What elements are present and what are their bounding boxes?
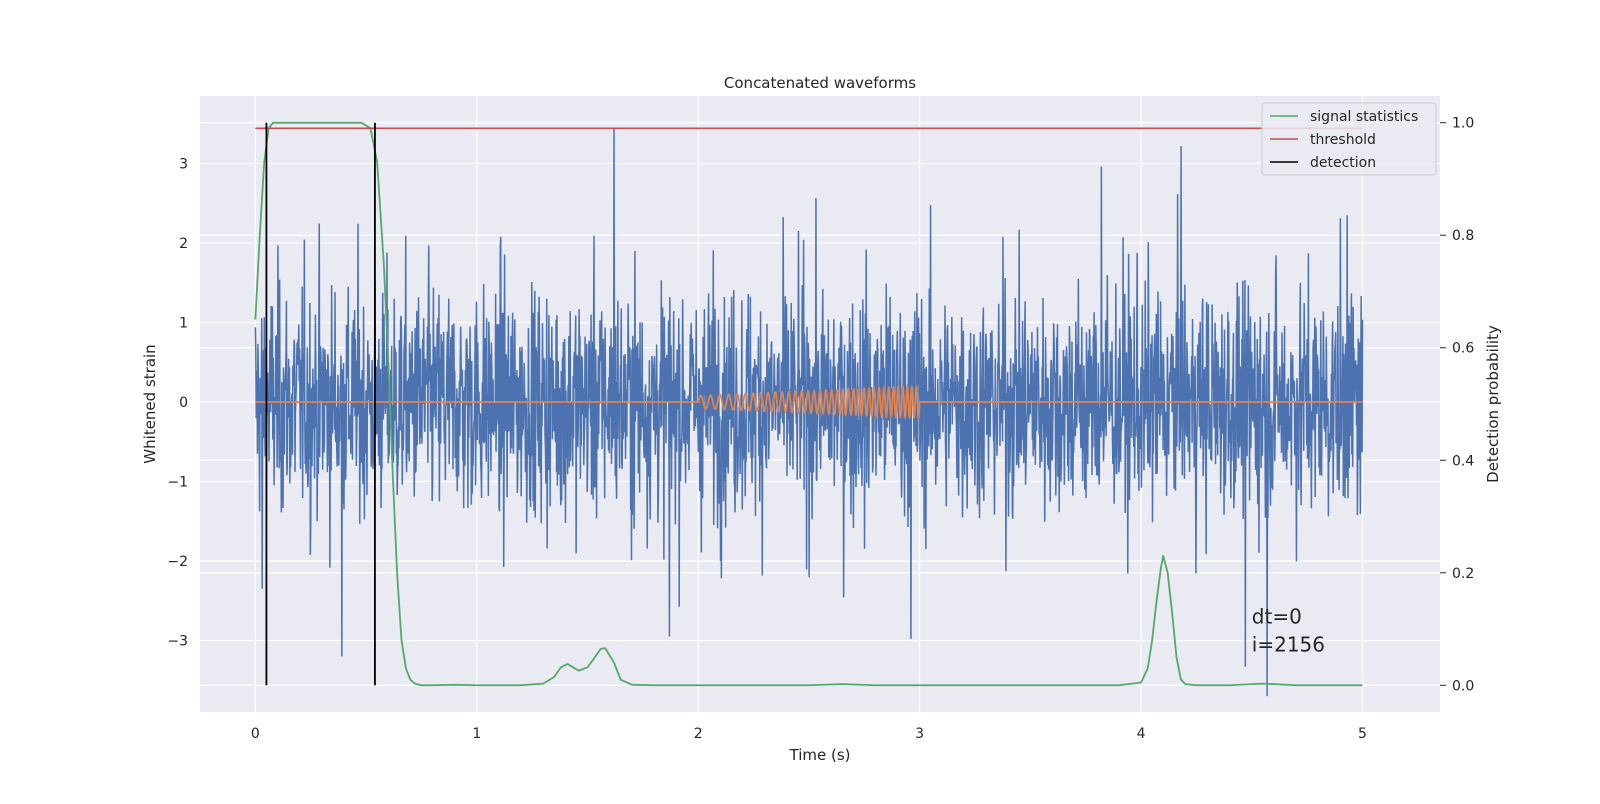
y-tick-label: −3 <box>167 633 188 649</box>
legend-label-threshold: threshold <box>1310 132 1376 148</box>
signal-statistics-line <box>254 121 1363 687</box>
legend: signal statistics threshold detection <box>1261 102 1437 176</box>
y-tick-label: 3 <box>179 157 188 173</box>
y2-tick-label: 0.0 <box>1452 678 1474 694</box>
y2-axis-label: Detection probability <box>1484 325 1502 483</box>
legend-label-detection: detection <box>1310 155 1376 171</box>
whitened-strain-series <box>254 127 1364 697</box>
y-axis-label: Whitened strain <box>141 344 159 463</box>
x-tick-label: 0 <box>251 726 260 742</box>
annotation-dt: dt=0 <box>1252 604 1302 628</box>
x-axis-label: Time (s) <box>789 746 851 764</box>
x-tick-label: 1 <box>472 726 481 742</box>
y2-tick-label: 0.6 <box>1452 341 1474 357</box>
legend-box <box>1261 102 1437 176</box>
y2-tick-label: 1.0 <box>1452 116 1474 132</box>
y-tick-label: 0 <box>179 395 188 411</box>
y-tick-label: −2 <box>167 554 188 570</box>
chart-title: Concatenated waveforms <box>724 74 916 92</box>
legend-label-signal-statistics: signal statistics <box>1310 109 1418 125</box>
x-tick-label: 4 <box>1137 726 1146 742</box>
x-tick-label: 5 <box>1358 726 1367 742</box>
y-tick-label: 2 <box>179 236 188 252</box>
y2-tick-label: 0.8 <box>1452 228 1474 244</box>
y-tick-label: 1 <box>179 316 188 332</box>
x-tick-label: 2 <box>694 726 703 742</box>
y-tick-label: −1 <box>167 474 188 490</box>
tick-labels: 0 1 2 3 4 5 −3 −2 −1 0 1 2 3 0.0 0.2 0.4 0.6 0.8 1.0 <box>167 116 1474 742</box>
template-waveform-series <box>255 383 1363 421</box>
series-layer <box>254 121 1364 697</box>
y2-tick-label: 0.4 <box>1452 453 1474 469</box>
y2-tick-label: 0.2 <box>1452 566 1474 582</box>
x-tick-label: 3 <box>915 726 924 742</box>
annotation-index: i=2156 <box>1252 633 1325 657</box>
